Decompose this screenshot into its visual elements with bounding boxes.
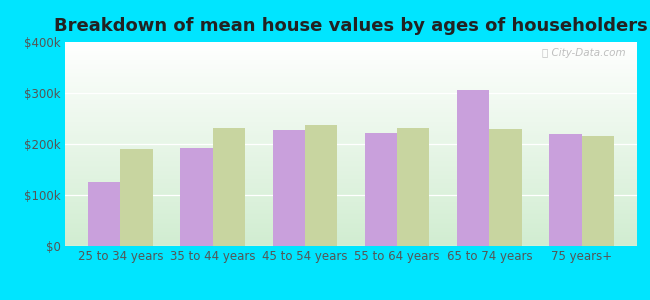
Bar xyxy=(397,128,430,246)
Title: Breakdown of mean house values by ages of householders: Breakdown of mean house values by ages o… xyxy=(54,17,648,35)
Bar xyxy=(180,148,213,246)
Bar xyxy=(365,133,397,246)
Bar xyxy=(213,128,245,246)
Bar xyxy=(272,130,305,246)
Bar xyxy=(305,124,337,246)
Bar xyxy=(457,90,489,246)
Legend: West Windsor, Vermont: West Windsor, Vermont xyxy=(232,298,470,300)
Text: ⓘ City-Data.com: ⓘ City-Data.com xyxy=(542,48,625,58)
Bar xyxy=(582,136,614,246)
Bar xyxy=(549,134,582,246)
Bar xyxy=(88,182,120,246)
Bar xyxy=(120,149,153,246)
Bar xyxy=(489,129,522,246)
